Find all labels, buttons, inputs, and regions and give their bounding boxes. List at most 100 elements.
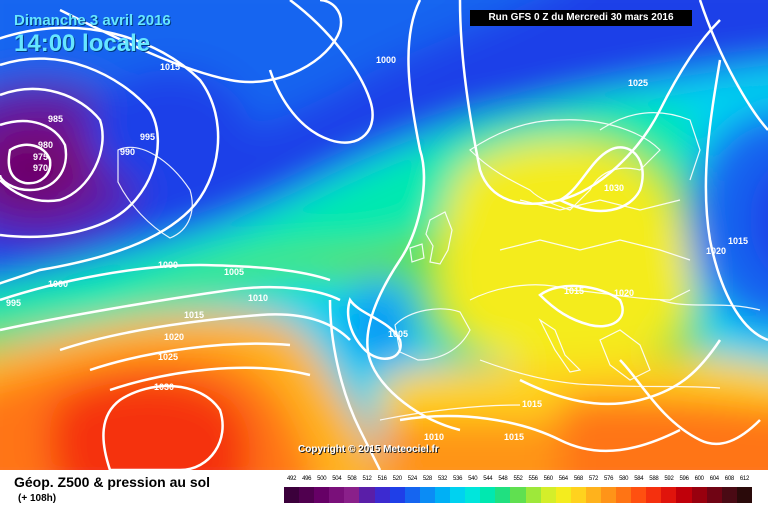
scale-swatch xyxy=(555,487,571,503)
isobar-label: 1000 xyxy=(376,55,396,65)
isobar-label: 1010 xyxy=(424,432,444,442)
scale-label: 492 xyxy=(287,476,297,482)
isobar-label: 990 xyxy=(120,147,135,157)
scale-label: 524 xyxy=(407,476,417,482)
scale-label: 508 xyxy=(347,476,357,482)
scale-swatch xyxy=(419,487,435,503)
scale-label: 544 xyxy=(483,476,493,482)
scale-swatch xyxy=(661,487,677,503)
forecast-lead-time: (+ 108h) xyxy=(18,493,57,504)
scale-label: 504 xyxy=(332,476,342,482)
geopotential-field xyxy=(0,0,768,470)
isobar-label: 1015 xyxy=(184,310,204,320)
scale-swatch xyxy=(359,487,375,503)
scale-label: 532 xyxy=(437,476,448,482)
isobar-label: 1010 xyxy=(248,293,268,303)
color-scale: 492 496 500 504 508 512 516 520 524 528 532 536 540 5… xyxy=(284,476,752,508)
scale-swatch xyxy=(691,487,707,503)
isobar-label: 1020 xyxy=(164,332,184,342)
scale-label: 600 xyxy=(694,476,704,482)
isobar-label: 1030 xyxy=(154,382,174,392)
isobar-label: 1015 xyxy=(160,62,180,72)
isobar-label: 1015 xyxy=(504,432,524,442)
scale-label: 512 xyxy=(362,476,372,482)
forecast-time-title: 14:00 locale xyxy=(14,30,151,57)
scale-label: 556 xyxy=(528,476,538,482)
copyright-notice: Copyright © 2015 Meteociel.fr xyxy=(298,444,439,455)
color-scale-labels: 492 496 500 504 508 512 516 520 524 528 532 536 540 5… xyxy=(284,476,752,486)
isobar-label: 1025 xyxy=(158,352,178,362)
scale-swatch xyxy=(736,487,752,503)
scale-swatch xyxy=(616,487,632,503)
geopotential-map: 1015 1000 985 980 975 970 995 990 1025 1… xyxy=(0,0,768,470)
scale-swatch xyxy=(570,487,586,503)
isobar-label: 1015 xyxy=(522,399,542,409)
scale-label: 592 xyxy=(664,476,674,482)
scale-label: 596 xyxy=(679,476,689,482)
scale-swatch xyxy=(314,487,330,503)
scale-label: 584 xyxy=(634,476,644,482)
scale-label: 552 xyxy=(513,476,523,482)
isobar-label: 1025 xyxy=(628,78,648,88)
isobars xyxy=(0,0,768,470)
scale-swatch xyxy=(389,487,405,503)
scale-swatch xyxy=(510,487,526,503)
color-scale-swatches xyxy=(284,487,752,503)
scale-swatch xyxy=(676,487,692,503)
scale-swatch xyxy=(721,487,737,503)
scale-label: 576 xyxy=(604,476,614,482)
isobar-label: 985 xyxy=(48,114,63,124)
scale-label: 572 xyxy=(588,476,599,482)
scale-swatch xyxy=(404,487,420,503)
isobar-label: 1030 xyxy=(604,183,624,193)
isobar-label: 995 xyxy=(6,298,21,308)
isobar-label: 1015 xyxy=(564,286,584,296)
scale-label: 496 xyxy=(302,476,312,482)
scale-swatch xyxy=(344,487,360,503)
scale-label: 528 xyxy=(422,476,432,482)
coastlines xyxy=(117,111,761,421)
scale-swatch xyxy=(585,487,601,503)
scale-label: 588 xyxy=(649,476,659,482)
scale-label: 612 xyxy=(739,476,749,482)
scale-swatch xyxy=(374,487,390,503)
scale-label: 608 xyxy=(724,476,734,482)
isobar-label: 1020 xyxy=(706,246,726,256)
scale-label: 568 xyxy=(573,476,583,482)
scale-swatch xyxy=(450,487,466,503)
scale-swatch xyxy=(480,487,496,503)
scale-swatch xyxy=(284,487,300,503)
isobar-label: 1000 xyxy=(48,279,68,289)
legend-title: Géop. Z500 & pression au sol xyxy=(14,474,211,490)
scale-label: 580 xyxy=(619,476,629,482)
scale-swatch xyxy=(646,487,662,503)
scale-swatch xyxy=(525,487,541,503)
forecast-date-title: Dimanche 3 avril 2016 xyxy=(14,12,171,29)
isobar-label: 995 xyxy=(140,132,155,142)
isobar-label: 1005 xyxy=(388,329,408,339)
scale-label: 520 xyxy=(392,476,402,482)
scale-label: 540 xyxy=(468,476,478,482)
model-run-info: Run GFS 0 Z du Mercredi 30 mars 2016 xyxy=(470,10,692,26)
scale-swatch xyxy=(465,487,481,503)
isobar-label: 1015 xyxy=(728,236,748,246)
isobar-label: 1005 xyxy=(224,267,244,277)
scale-swatch xyxy=(706,487,722,503)
scale-label: 516 xyxy=(377,476,387,482)
scale-swatch xyxy=(434,487,451,503)
isobar-labels: 1015 1000 985 980 975 970 995 990 1025 1… xyxy=(6,55,748,442)
isobar-label: 980 xyxy=(38,140,53,150)
scale-swatch xyxy=(540,487,556,503)
isobar-label: 970 xyxy=(33,163,48,173)
isobar-label: 975 xyxy=(33,152,48,162)
scale-swatch xyxy=(329,487,345,503)
scale-swatch xyxy=(495,487,511,503)
scale-label: 560 xyxy=(543,476,553,482)
isobar-label: 1020 xyxy=(614,288,634,298)
scale-label: 564 xyxy=(558,476,568,482)
scale-label: 604 xyxy=(709,476,719,482)
scale-label: 548 xyxy=(498,476,508,482)
scale-label: 536 xyxy=(453,476,463,482)
scale-swatch xyxy=(631,487,647,503)
